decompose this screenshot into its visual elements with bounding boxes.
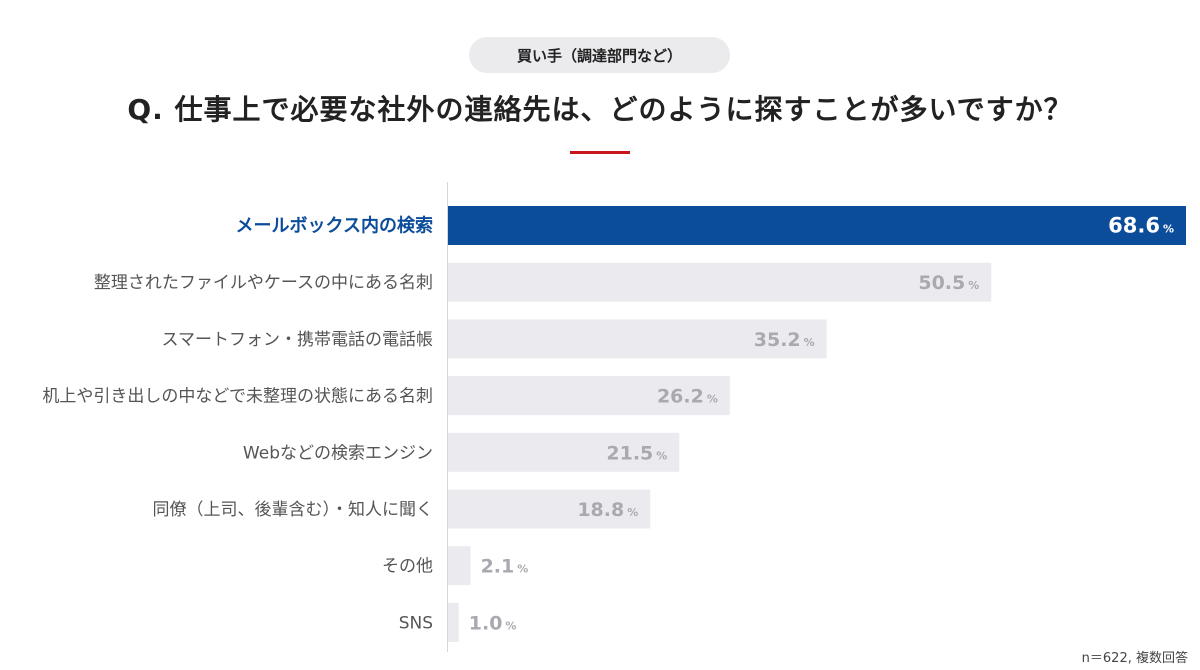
category-label-7: SNS bbox=[399, 613, 433, 633]
category-label-3: 机上や引き出しの中などで未整理の状態にある名刺 bbox=[42, 387, 433, 407]
value-label-7: 1.0% bbox=[469, 612, 517, 634]
respondent-badge: 買い手（調達部門など） bbox=[469, 37, 730, 73]
bar-6 bbox=[448, 546, 471, 586]
value-label-0: 68.6% bbox=[1108, 214, 1174, 238]
sample-size-note: n＝622, 複数回答 bbox=[1081, 651, 1188, 666]
bar-0 bbox=[448, 206, 1186, 245]
bar-4 bbox=[448, 432, 680, 472]
bar-7 bbox=[448, 602, 459, 642]
value-label-6: 2.1% bbox=[481, 556, 529, 578]
bar-3 bbox=[448, 376, 730, 416]
value-label-3: 26.2% bbox=[657, 386, 718, 408]
category-label-2: スマートフォン・携帯電話の電話帳 bbox=[162, 330, 434, 350]
category-axis-line bbox=[447, 182, 448, 652]
value-label-5: 18.8% bbox=[577, 499, 638, 521]
value-label-1: 50.5% bbox=[918, 272, 979, 294]
title-accent-rule bbox=[570, 151, 630, 154]
category-label-1: 整理されたファイルやケースの中にある名刺 bbox=[94, 273, 433, 293]
category-label-6: その他 bbox=[382, 557, 433, 577]
value-label-2: 35.2% bbox=[754, 329, 815, 351]
bar-5 bbox=[448, 489, 651, 529]
bar-1 bbox=[448, 262, 992, 302]
bar-2 bbox=[448, 319, 827, 359]
value-label-4: 21.5% bbox=[606, 442, 667, 464]
category-label-0: メールボックス内の検索 bbox=[236, 215, 433, 237]
question-title: Q. 仕事上で必要な社外の連絡先は、どのように探すことが多いですか？ bbox=[127, 93, 1073, 126]
category-label-5: 同僚（上司、後輩含む）・知人に聞く bbox=[153, 500, 434, 520]
category-label-4: Webなどの検索エンジン bbox=[243, 443, 433, 463]
